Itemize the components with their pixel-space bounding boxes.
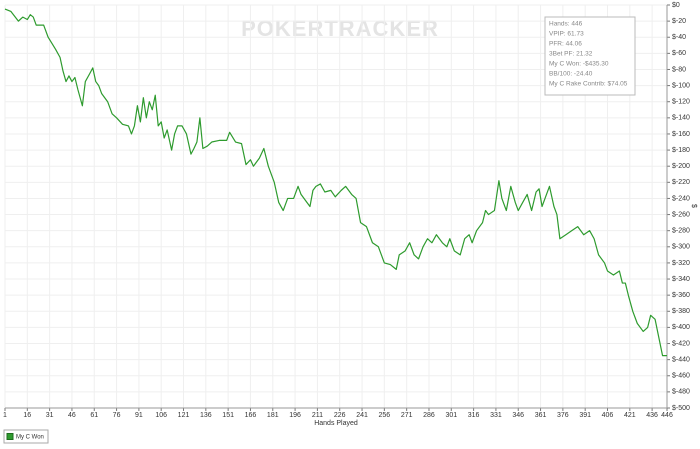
stat-line: My C Rake Contrib: $74.05 <box>549 81 628 88</box>
y-tick-label: $-500 <box>672 405 690 412</box>
x-tick-label: 331 <box>490 412 502 419</box>
legend-box <box>3 429 49 444</box>
x-tick-label: 421 <box>624 412 636 419</box>
x-tick-label: 31 <box>46 412 54 419</box>
y-tick-label: $-480 <box>672 389 690 396</box>
x-tick-label: 46 <box>68 412 76 419</box>
x-tick-label: 301 <box>445 412 457 419</box>
x-tick-label: 136 <box>200 412 212 419</box>
data-line <box>4 8 667 357</box>
y-tick-label: $-320 <box>672 260 690 267</box>
stat-line: VPIP: 61.73 <box>549 31 584 38</box>
y-tick-label: $-120 <box>672 99 690 106</box>
y-tick-label: $-220 <box>672 179 690 186</box>
x-tick-label: 106 <box>155 412 167 419</box>
y-tick-label: $-180 <box>672 147 690 154</box>
x-tick-label: 1 <box>3 412 7 419</box>
y-tick-label: $-420 <box>672 340 690 347</box>
y-tick-label: $-200 <box>672 163 690 170</box>
x-tick-label: 316 <box>468 412 480 419</box>
y-tick-label: $-280 <box>672 228 690 235</box>
y-tick-label: $-400 <box>672 324 690 331</box>
legend-swatch <box>6 433 14 440</box>
x-tick-label: 241 <box>356 412 368 419</box>
y-tick-label: $-20 <box>672 18 686 25</box>
stat-line: My C Won: -$435.30 <box>549 61 609 68</box>
y-tick-label: $-380 <box>672 308 690 315</box>
legend-label: My C Won <box>16 435 44 441</box>
y-tick-label: $-100 <box>672 82 690 89</box>
x-tick-label: 211 <box>312 412 323 419</box>
x-tick-label: 151 <box>222 412 234 419</box>
y-axis-label: $ <box>690 204 697 208</box>
x-tick-label: 76 <box>113 412 121 419</box>
y-tick-label: $-300 <box>672 244 690 251</box>
x-tick-label: 61 <box>90 412 98 419</box>
x-tick-label: 256 <box>379 412 391 419</box>
y-tick-label: $-440 <box>672 356 690 363</box>
x-tick-label: 436 <box>646 412 658 419</box>
x-axis-label: Hands Played <box>314 420 358 427</box>
x-tick-label: 406 <box>602 412 614 419</box>
x-tick-label: 271 <box>401 412 413 419</box>
y-tick-label: $0 <box>672 2 680 9</box>
x-tick-label: 346 <box>512 412 524 419</box>
x-tick-label: 16 <box>23 412 31 419</box>
x-tick-label: 91 <box>135 412 143 419</box>
y-tick-label: $-140 <box>672 115 690 122</box>
y-tick-label: $-160 <box>672 131 690 138</box>
x-tick-label: 391 <box>579 412 591 419</box>
x-tick-label: 196 <box>289 412 301 419</box>
y-tick-label: $-360 <box>672 292 690 299</box>
y-tick-label: $-240 <box>672 195 690 202</box>
y-tick-label: $-260 <box>672 211 690 218</box>
y-tick-label: $-60 <box>672 50 686 57</box>
y-tick-label: $-80 <box>672 66 686 73</box>
x-tick-label: 181 <box>267 412 279 419</box>
x-tick-label: 166 <box>245 412 257 419</box>
x-tick-label: 286 <box>423 412 435 419</box>
stat-line: PFR: 44.06 <box>549 41 582 48</box>
x-tick-label: 361 <box>535 412 547 419</box>
x-tick-label: 376 <box>557 412 569 419</box>
stat-line: BB/100: -24.40 <box>549 71 593 78</box>
stat-line: Hands: 446 <box>549 21 583 28</box>
stat-line: 3Bet PF: 21.32 <box>549 51 593 58</box>
y-tick-label: $-40 <box>672 34 686 41</box>
stats-box <box>544 16 636 96</box>
y-tick-label: $-460 <box>672 373 690 380</box>
x-tick-label: 226 <box>334 412 346 419</box>
x-tick-label: 121 <box>178 412 190 419</box>
y-tick-label: $-340 <box>672 276 690 283</box>
x-tick-label: 446 <box>661 412 673 419</box>
